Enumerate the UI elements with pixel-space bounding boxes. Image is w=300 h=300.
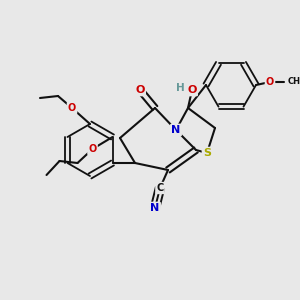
Text: CH₃: CH₃ xyxy=(288,77,300,86)
Text: O: O xyxy=(68,103,76,113)
Text: H: H xyxy=(176,83,184,93)
Text: O: O xyxy=(266,77,274,87)
Text: O: O xyxy=(187,85,197,95)
Text: O: O xyxy=(88,144,97,154)
Text: O: O xyxy=(135,85,145,95)
Text: C: C xyxy=(156,183,164,193)
Text: N: N xyxy=(150,203,160,213)
Text: S: S xyxy=(203,148,211,158)
Text: N: N xyxy=(171,125,181,135)
